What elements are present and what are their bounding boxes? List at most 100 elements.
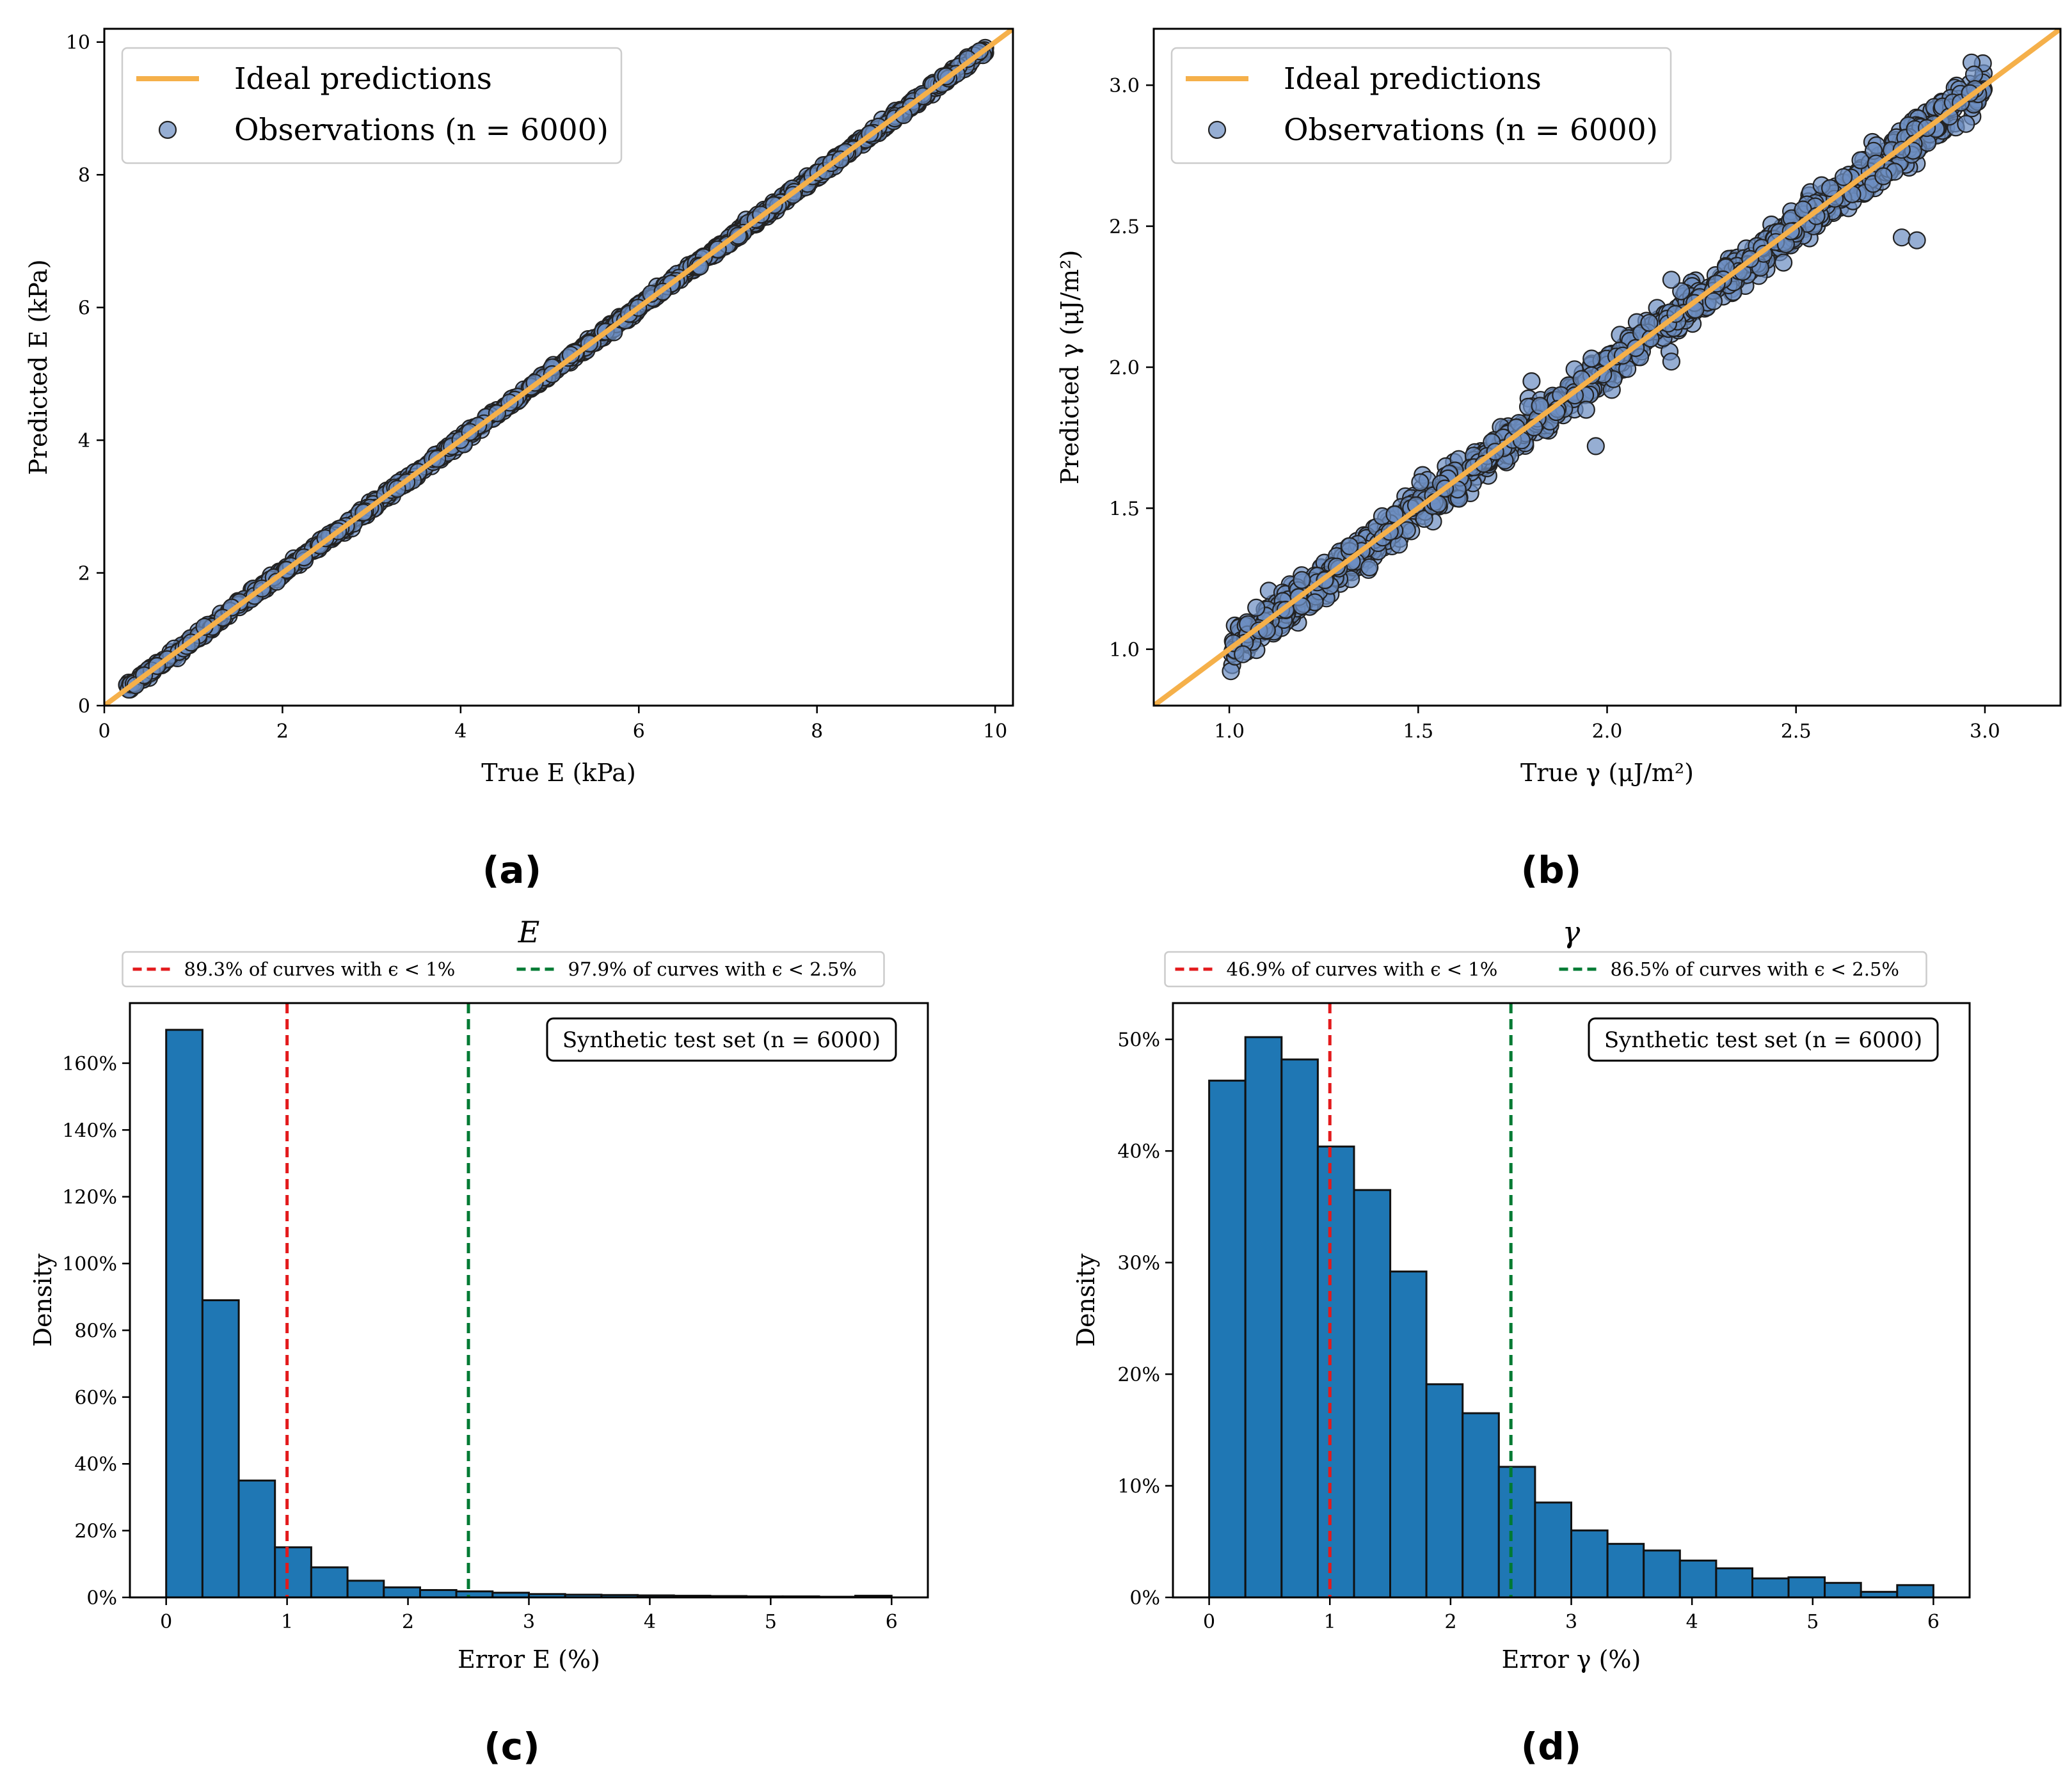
y-tick-label: 0% [86, 1587, 117, 1610]
panel-label-b: (b) [1521, 848, 1582, 892]
y-tick-label: 2.0 [1109, 357, 1140, 379]
histogram-bar [237, 1479, 276, 1599]
legend-observation-swatch [1207, 120, 1227, 139]
observation-point [1341, 537, 1359, 555]
x-tick-label: 1 [281, 1611, 293, 1633]
y-tick-label: 8 [78, 164, 90, 187]
legend-ideal-label: Ideal predictions [1284, 61, 1542, 97]
observation-point [1577, 400, 1595, 419]
x-axis-label: Error γ (%) [1502, 1645, 1641, 1674]
observation-point [1531, 397, 1549, 415]
y-axis-label: Predicted γ (μJ/m²) [1056, 250, 1084, 485]
x-tick-label: 5 [765, 1611, 777, 1633]
legend-observation-label: Observations (n = 6000) [234, 113, 609, 148]
x-tick-label: 1 [1324, 1611, 1336, 1633]
legend-observation-label: Observations (n = 6000) [1284, 113, 1658, 148]
y-tick-label: 60% [74, 1387, 117, 1409]
panel-label-d: (d) [1521, 1725, 1582, 1768]
y-axis-label: Predicted E (kPa) [24, 259, 52, 475]
ideal-predictions-line-a [104, 29, 1013, 706]
legend-entry-label: 46.9% of curves with ϵ < 1% [1227, 958, 1498, 980]
y-tick-label: 3.0 [1109, 75, 1140, 97]
x-tick-label: 2 [1444, 1611, 1456, 1633]
observation-point [1704, 292, 1723, 310]
y-tick-label: 140% [62, 1120, 117, 1142]
y-tick-label: 10% [1117, 1476, 1160, 1498]
x-tick-label: 1.5 [1403, 720, 1433, 743]
observation-point [1586, 437, 1605, 455]
chart-c: 0 1 2 3 4 5 60%20%40%60%80%100%120%140%160%Err… [29, 915, 929, 1674]
panel-label-a: (a) [482, 848, 541, 892]
histogram-bar [1751, 1577, 1790, 1599]
panel-label-c: (c) [484, 1725, 539, 1768]
x-tick-label: 6 [1927, 1611, 1940, 1633]
histogram-bar [1570, 1529, 1609, 1599]
x-axis-label: Error E (%) [458, 1645, 600, 1674]
y-tick-label: 1.0 [1109, 639, 1140, 661]
x-tick-label: 8 [811, 720, 823, 743]
chart-b: 1.0 1.5 2.0 2.5 3.0 1.0 1.5 2.0 2.5 3.0 True γ (μJ… [1056, 28, 2062, 787]
legend-entry-label: 86.5% of curves with ϵ < 2.5% [1611, 958, 1899, 980]
y-tick-label: 20% [1117, 1364, 1160, 1386]
observation-point [1874, 167, 1893, 186]
histogram-bar [1462, 1412, 1500, 1599]
histogram-bar [1353, 1189, 1392, 1599]
x-tick-label: 0 [1203, 1611, 1215, 1633]
observation-point [1234, 645, 1252, 663]
legend-box-c [122, 951, 885, 988]
y-tick-label: 2 [78, 563, 90, 585]
observation-point [1821, 179, 1840, 198]
legend-entry-label: 89.3% of curves with ϵ < 1% [184, 958, 456, 980]
observation-point [1662, 271, 1680, 289]
legend-box-b [1170, 47, 1672, 164]
legend-observation-swatch [158, 120, 177, 139]
y-tick-label: 0 [78, 695, 90, 718]
y-axis-label: Density [29, 1253, 57, 1347]
x-axis-label: True γ (μJ/m²) [1520, 759, 1694, 787]
y-tick-label: 160% [62, 1053, 117, 1075]
x-tick-label: 6 [633, 720, 645, 743]
observation-point [1662, 352, 1680, 371]
y-tick-label: 100% [62, 1253, 117, 1276]
x-tick-label: 0 [98, 720, 110, 743]
histogram-bar [1824, 1581, 1862, 1599]
observation-point [1360, 558, 1379, 577]
observation-point [1892, 228, 1911, 247]
x-tick-label: 0 [160, 1611, 172, 1633]
y-tick-label: 80% [74, 1320, 117, 1342]
histogram-bar [1678, 1559, 1717, 1599]
ideal-predictions-line-b [1154, 29, 2060, 706]
histogram-bar [1280, 1058, 1319, 1599]
y-tick-label: 1.5 [1109, 498, 1140, 520]
x-tick-label: 1.0 [1214, 720, 1245, 743]
histogram-bar [346, 1579, 385, 1599]
plot-frame-a [103, 28, 1014, 707]
y-tick-label: 40% [74, 1453, 117, 1476]
x-axis-label: True E (kPa) [481, 759, 636, 787]
histogram-bar [1606, 1542, 1645, 1599]
observation-point [1582, 349, 1601, 368]
histogram-bar [274, 1546, 312, 1599]
histogram-bar [1425, 1383, 1464, 1599]
legend-ideal-label: Ideal predictions [234, 61, 492, 97]
chart-a: 0 2 4 6 8 10 0 2 4 6 8 10 True E (kPa) Predicted E (k… [24, 28, 1014, 787]
observation-point [1522, 372, 1541, 391]
x-tick-label: 4 [454, 720, 466, 743]
histogram-bar [1896, 1584, 1934, 1599]
y-tick-label: 50% [1117, 1029, 1160, 1052]
y-tick-label: 6 [78, 297, 90, 320]
y-tick-label: 4 [78, 430, 90, 452]
x-tick-label: 6 [886, 1611, 898, 1633]
x-tick-label: 2.5 [1781, 720, 1812, 743]
y-tick-label: 30% [1117, 1253, 1160, 1275]
histogram-bar [310, 1566, 349, 1599]
annotation-box-c [546, 1017, 897, 1062]
legend-box-a [121, 47, 623, 164]
observation-point [1293, 571, 1311, 589]
x-tick-label: 4 [644, 1611, 656, 1633]
annotation-text: Synthetic test set (n = 6000) [562, 1027, 881, 1053]
histogram-bar [1534, 1501, 1572, 1599]
observation-point [1774, 253, 1793, 272]
x-tick-label: 2 [276, 720, 289, 743]
